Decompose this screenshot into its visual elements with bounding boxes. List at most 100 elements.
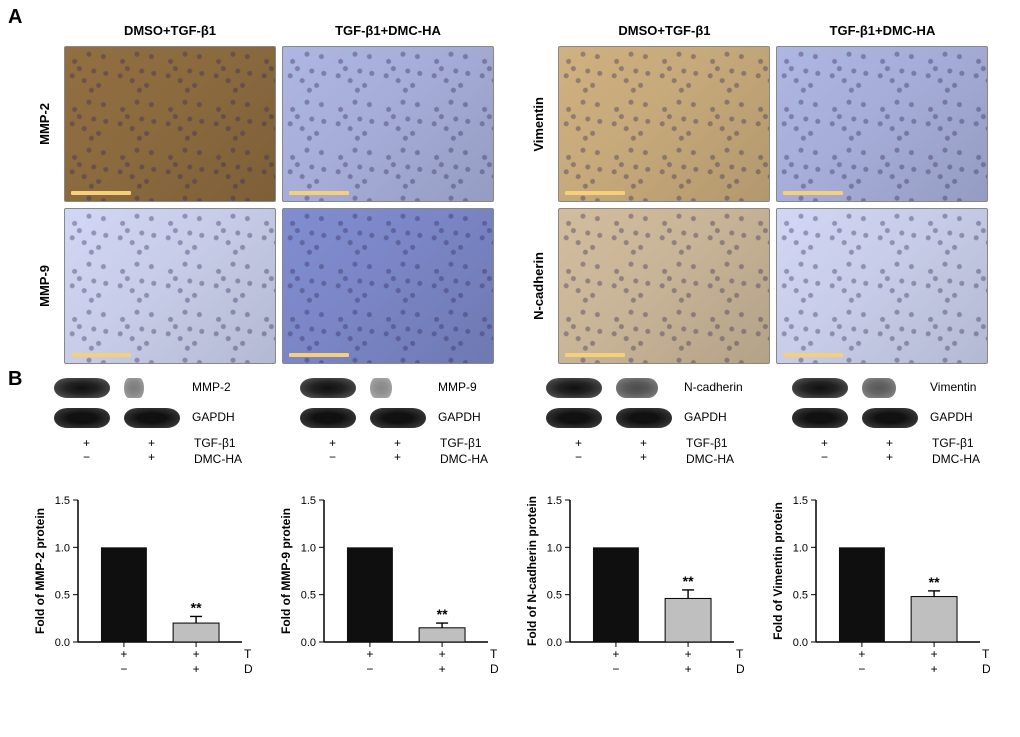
ihc-row-label: MMP-2 (37, 103, 52, 145)
ihc-block-right: DMSO+TGF-β1 TGF-β1+DMC-HA Vimentin N-cadher… (524, 18, 988, 364)
figure: A DMSO+TGF-β1TGF-β1+DMC-HAMMP-2MMP-9 DMS… (0, 0, 1020, 737)
protein-column: MMP-9GAPDH++TGF-β1−+DMC-HA 0.0 0.5 1.0 1.5 Fo… (276, 378, 498, 690)
panel-b: MMP-2GAPDH++TGF-β1−+DMC-HA0.00.51.01.5Fo… (30, 378, 990, 690)
band-row-gapdh (792, 408, 922, 428)
ihc-tile (776, 208, 988, 364)
panel-b-letter: B (8, 368, 22, 391)
bar-chart: 0.00.51.01.5Fold of MMP-2 protein**++−+T… (30, 490, 252, 690)
svg-text:−: − (366, 662, 373, 676)
svg-text:0.0: 0.0 (793, 637, 808, 649)
svg-text:DMC-HA: DMC-HA (244, 662, 252, 676)
svg-text:+: + (193, 662, 200, 676)
ihc-tile (558, 208, 770, 364)
svg-text:+: + (366, 647, 373, 661)
svg-text:**: ** (683, 573, 694, 589)
ihc-row-label: Vimentin (531, 97, 546, 152)
svg-text:1.5: 1.5 (793, 495, 808, 507)
svg-text:1.0: 1.0 (301, 542, 316, 554)
scalebar (71, 353, 131, 357)
svg-text:1.0: 1.0 (55, 542, 70, 554)
svg-text:0.0: 0.0 (301, 637, 316, 649)
svg-text:0.5: 0.5 (793, 590, 808, 602)
svg-text:1.5: 1.5 (301, 495, 316, 507)
ihc-tile (64, 208, 276, 364)
scalebar (71, 191, 131, 195)
blot-label: GAPDH (192, 410, 235, 424)
scalebar (565, 191, 625, 195)
svg-text:−: − (612, 662, 619, 676)
blot-area: MMP-9GAPDH++TGF-β1−+DMC-HA (276, 378, 498, 474)
svg-text:**: ** (437, 606, 448, 622)
scalebar (289, 353, 349, 357)
bar-svg: 0.00.51.01.5Fold of N-cadherin protein**… (522, 490, 744, 690)
ihc-col-header: TGF-β1+DMC-HA (776, 23, 988, 40)
blot-label: Vimentin (930, 380, 976, 394)
bar-chart: 0.00.51.01.5Fold of N-cadherin protein**… (522, 490, 744, 690)
svg-text:+: + (612, 647, 619, 661)
treatment-labels: ++TGF-β1−+DMC-HA (792, 436, 922, 464)
band-row-target (546, 378, 676, 398)
blot-area: Vimentin GAPDH ++TGF-β1−+DMC-HA (768, 378, 990, 474)
svg-text:+: + (193, 647, 200, 661)
svg-text:0.5: 0.5 (55, 590, 70, 602)
blot-label: N-cadherin (684, 380, 743, 394)
svg-text:Fold of MMP-9 protein: Fold of MMP-9 protein (279, 508, 293, 634)
scalebar (289, 191, 349, 195)
bar-svg: 0.00.51.01.5Fold of MMP-9 protein**++−+T… (276, 490, 498, 690)
svg-text:−: − (858, 662, 865, 676)
svg-text:TGF-β1: TGF-β1 (244, 647, 252, 661)
ihc-tile (282, 46, 494, 202)
svg-text:DMC-HA: DMC-HA (982, 662, 990, 676)
panel-a: DMSO+TGF-β1TGF-β1+DMC-HAMMP-2MMP-9 DMSO+… (30, 18, 990, 364)
panel-a-letter: A (8, 6, 22, 29)
svg-text:TGF-β1: TGF-β1 (982, 647, 990, 661)
svg-text:Fold of MMP-2 protein: Fold of MMP-2 protein (33, 508, 47, 634)
bar-svg: 0.00.51.01.5Fold of Vimentin protein**++… (768, 490, 990, 690)
svg-text:+: + (931, 662, 938, 676)
scalebar (565, 353, 625, 357)
scalebar (783, 353, 843, 357)
svg-text:**: ** (929, 574, 940, 590)
protein-column: VimentinGAPDH++TGF-β1−+DMC-HA0.00.51.01.… (768, 378, 990, 690)
svg-text:−: − (120, 662, 127, 676)
blot-area: N-cadherinGAPDH++TGF-β1−+DMC-HA (522, 378, 744, 474)
svg-text:Fold of Vimentin protein: Fold of Vimentin protein (771, 502, 785, 640)
ihc-row-label: N-cadherin (531, 252, 546, 320)
ihc-col-header: DMSO+TGF-β1 (558, 23, 770, 40)
svg-text:+: + (685, 647, 692, 661)
blot-area: MMP-2GAPDH++TGF-β1−+DMC-HA (30, 378, 252, 474)
svg-text:+: + (439, 647, 446, 661)
svg-text:1.0: 1.0 (793, 542, 808, 554)
treatment-labels: ++TGF-β1−+DMC-HA (300, 436, 430, 464)
svg-text:0.0: 0.0 (55, 637, 70, 649)
treatment-labels: ++TGF-β1−+DMC-HA (546, 436, 676, 464)
svg-text:DMC-HA: DMC-HA (736, 662, 744, 676)
svg-text:TGF-β1: TGF-β1 (736, 647, 744, 661)
svg-text:0.5: 0.5 (547, 590, 562, 602)
band-row-target (792, 378, 922, 398)
svg-text:0.5: 0.5 (301, 590, 316, 602)
svg-text:1.5: 1.5 (547, 495, 562, 507)
ihc-tile (776, 46, 988, 202)
band-row-gapdh (300, 408, 430, 428)
svg-text:0.0: 0.0 (547, 637, 562, 649)
svg-text:+: + (685, 662, 692, 676)
band-row-target (54, 378, 184, 398)
svg-text:+: + (439, 662, 446, 676)
bar-chart: 0.00.51.01.5Fold of MMP-9 protein**++−+T… (276, 490, 498, 690)
svg-text:Fold of N-cadherin protein: Fold of N-cadherin protein (525, 496, 539, 646)
ihc-tile (282, 208, 494, 364)
protein-column: N-cadherinGAPDH++TGF-β1−+DMC-HA0.00.51.0… (522, 378, 744, 690)
svg-text:**: ** (191, 599, 202, 615)
svg-text:+: + (858, 647, 865, 661)
ihc-col-header: TGF-β1+DMC-HA (282, 23, 494, 40)
band-row-gapdh (54, 408, 184, 428)
ihc-block-left: DMSO+TGF-β1TGF-β1+DMC-HAMMP-2MMP-9 (30, 18, 494, 364)
svg-text:TGF-β1: TGF-β1 (490, 647, 498, 661)
svg-text:1.5: 1.5 (55, 495, 70, 507)
band-row-gapdh (546, 408, 676, 428)
ihc-tile (64, 46, 276, 202)
blot-label: GAPDH (930, 410, 973, 424)
svg-text:+: + (931, 647, 938, 661)
treatment-labels: ++TGF-β1−+DMC-HA (54, 436, 184, 464)
